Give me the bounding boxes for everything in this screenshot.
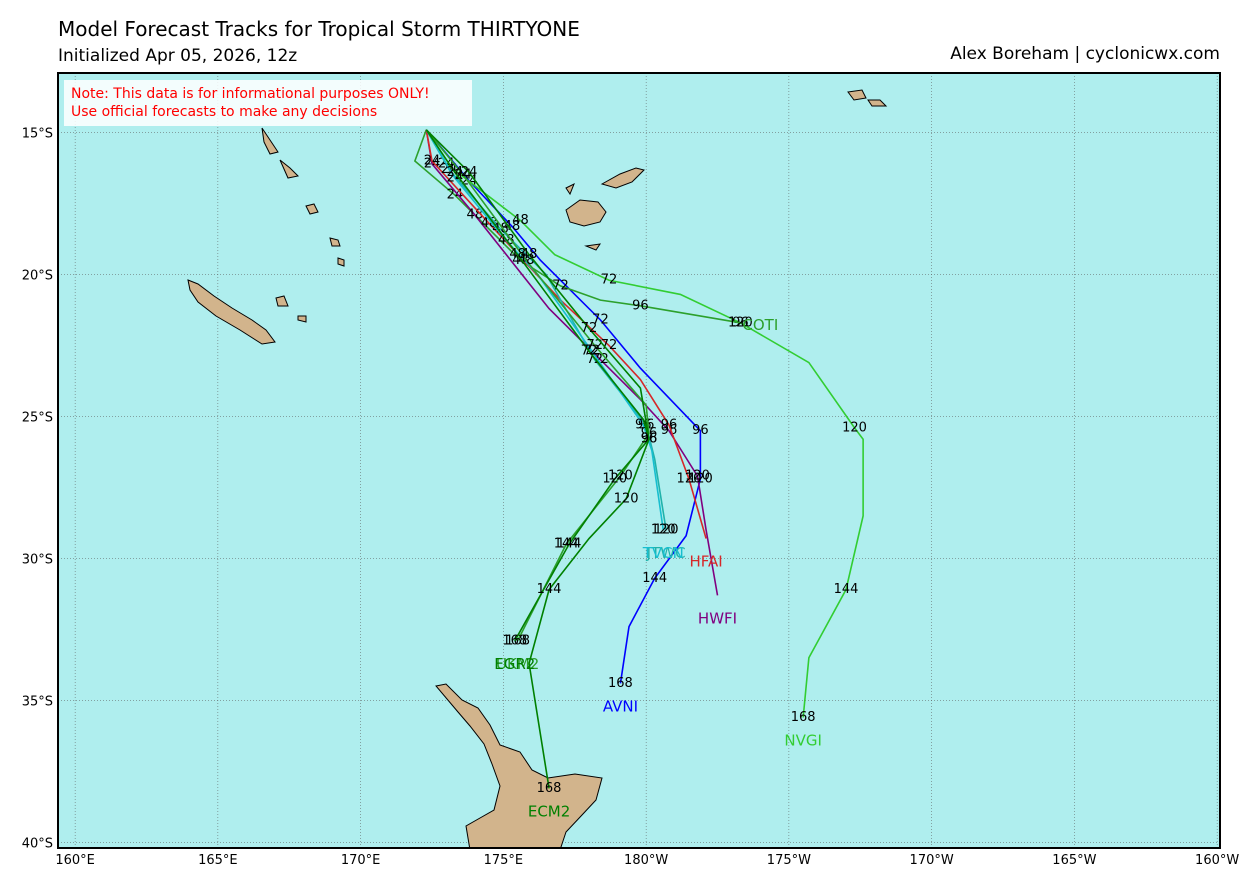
forecast-hour: 24 (461, 165, 478, 180)
forecast-hour: 144 (557, 537, 582, 552)
track-name: HFAI (689, 553, 722, 571)
track-name: ECM2 (528, 802, 570, 820)
forecast-hour: 72 (592, 312, 609, 327)
forecast-hour: 24 (447, 165, 464, 180)
lat-label: 40°S (22, 836, 53, 851)
forecast-hour: 120 (688, 471, 713, 486)
forecast-hour: 168 (537, 781, 562, 796)
forecast-hour: 144 (537, 582, 562, 597)
track-name: JTWC (646, 544, 686, 562)
forecast-hour: 168 (502, 633, 527, 648)
note-box (64, 80, 472, 126)
forecast-hour: 120 (728, 315, 753, 330)
forecast-hour: 48 (509, 247, 526, 262)
forecast-hour: 48 (492, 222, 509, 237)
forecast-hour: 72 (581, 344, 598, 359)
forecast-hour: 48 (512, 213, 529, 228)
forecast-hour: 72 (552, 278, 569, 293)
track-line (425, 129, 650, 642)
lat-label: 30°S (22, 552, 53, 567)
forecast-hour: 120 (654, 523, 679, 538)
forecast-hour: 96 (632, 298, 649, 313)
track-name: COTI (742, 316, 778, 334)
forecast-hour: 24 (424, 154, 441, 169)
forecast-hour: 120 (614, 491, 639, 506)
forecast-hour: 96 (661, 418, 678, 433)
lat-label: 35°S (22, 694, 53, 709)
track-line (425, 129, 702, 684)
lon-label: 175°E (484, 853, 524, 868)
forecast-hour: 96 (641, 426, 658, 441)
forecast-hour: 24 (424, 156, 441, 171)
track-name: NVGI (784, 731, 822, 749)
track-name: UKM2 (496, 655, 539, 673)
lon-label: 165°E (198, 853, 238, 868)
forecast-hour: 144 (834, 582, 859, 597)
track-line (425, 129, 707, 539)
track-line (425, 129, 667, 531)
forecast-hour: 120 (677, 471, 702, 486)
track-line (425, 129, 665, 531)
forecast-hour: 96 (641, 432, 658, 447)
note-line: Use official forecasts to make any decis… (71, 104, 377, 120)
forecast-hour: 72 (581, 321, 598, 336)
lon-label: 180°W (624, 853, 668, 868)
track-name: EGR2 (494, 655, 535, 673)
forecast-hour: 24 (447, 171, 464, 186)
lat-label: 15°S (22, 127, 53, 142)
forecast-hour: 72 (586, 338, 603, 353)
lon-label: 160°W (1195, 853, 1239, 868)
lon-label: 175°W (767, 853, 811, 868)
land (187, 89, 888, 848)
ocean (58, 73, 1220, 848)
lat-label: 20°S (22, 269, 53, 284)
note-line: Note: This data is for informational pur… (71, 86, 430, 102)
title: Model Forecast Tracks for Tropical Storm… (58, 17, 580, 41)
forecast-hour: 48 (521, 247, 538, 262)
track-line (413, 129, 741, 324)
track-name: AVNI (603, 697, 638, 715)
lon-label: 160°E (55, 853, 95, 868)
forecast-hour: 168 (608, 676, 633, 691)
forecast-hour: 120 (685, 469, 710, 484)
lon-label: 165°W (1052, 853, 1096, 868)
forecast-hour: 72 (601, 338, 618, 353)
subtitle: Initialized Apr 05, 2026, 12z (58, 46, 297, 66)
track-name: TVCN (642, 544, 684, 562)
lon-label: 170°W (910, 853, 954, 868)
lon-label: 170°E (341, 853, 381, 868)
track-line (425, 129, 650, 789)
forecast-hour: 120 (842, 420, 867, 435)
track-line (425, 129, 864, 718)
forecast-hour: 72 (601, 273, 618, 288)
forecast-hour: 168 (791, 710, 816, 725)
forecast-hour: 120 (602, 471, 627, 486)
forecast-hour: 144 (642, 571, 667, 586)
forecast-hour: 120 (651, 523, 676, 538)
forecast-hour: 168 (505, 633, 530, 648)
frame (57, 72, 1221, 849)
forecast-hour: 96 (692, 423, 709, 438)
forecast-hour: 24 (447, 188, 464, 203)
credit: Alex Boreham | cyclonicwx.com (950, 44, 1220, 64)
track-name: HWFI (698, 609, 737, 627)
track-line (425, 129, 719, 596)
lat-label: 25°S (22, 410, 53, 425)
forecast-hour: 48 (504, 219, 521, 234)
